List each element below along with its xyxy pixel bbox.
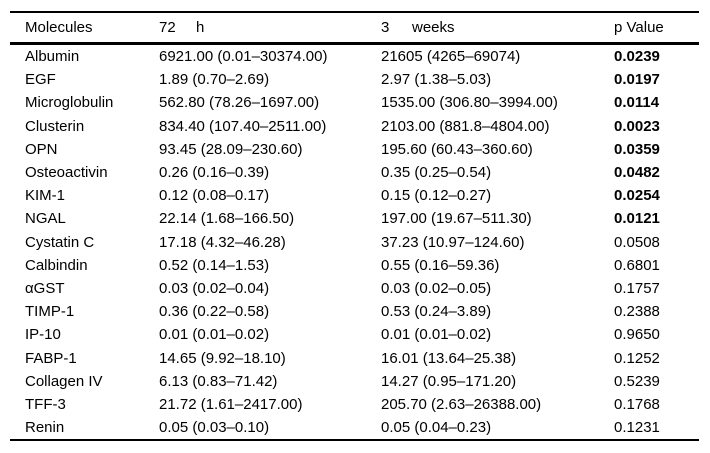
table-row: Calbindin 0.52 (0.14–1.53) 0.55 (0.16–59.3… bbox=[10, 254, 699, 277]
molecule-name-cell: FABP-1 bbox=[25, 349, 77, 367]
value-3weeks-cell: 2103.00 (881.8–4804.00) bbox=[381, 117, 550, 135]
header-row: Molecules 72 h 3 weeks p Value bbox=[10, 12, 699, 45]
value-3weeks-cell: 205.70 (2.63–26388.00) bbox=[381, 396, 542, 414]
p-value-cell: 0.0121 bbox=[614, 210, 660, 228]
value-3weeks-cell: 0.03 (0.02–0.05) bbox=[381, 280, 492, 298]
p-value-cell: 0.1252 bbox=[614, 349, 660, 367]
molecule-name-cell: Calbindin bbox=[25, 256, 88, 274]
value-72h-cell: 0.12 (0.08–0.17) bbox=[159, 187, 270, 205]
table-row: Cystatin C 17.18 (4.32–46.28) 37.23 (10.97… bbox=[10, 231, 699, 254]
molecule-name-cell: EGF bbox=[25, 71, 56, 89]
molecule-name-cell: TFF-3 bbox=[25, 396, 66, 414]
value-3weeks-cell: 0.01 (0.01–0.02) bbox=[381, 326, 492, 344]
molecule-name-cell: Microglobulin bbox=[25, 94, 114, 112]
value-72h-cell: 0.03 (0.02–0.04) bbox=[159, 280, 270, 298]
value-72h-cell: 21.72 (1.61–2417.00) bbox=[159, 396, 303, 414]
molecule-name-cell: Clusterin bbox=[25, 117, 85, 135]
column-header-3weeks: 3 weeks bbox=[366, 12, 599, 45]
table-row: Osteoactivin 0.26 (0.16–0.39) 0.35 (0.25–0… bbox=[10, 161, 699, 184]
p-value-cell: 0.0254 bbox=[614, 187, 660, 205]
value-3weeks-cell: 0.55 (0.16–59.36) bbox=[381, 256, 500, 274]
p-value-cell: 0.0508 bbox=[614, 233, 660, 251]
column-header-molecules: Molecules bbox=[10, 12, 144, 45]
molecule-name-cell: Cystatin C bbox=[25, 233, 95, 251]
value-3weeks-cell: 0.05 (0.04–0.23) bbox=[381, 419, 492, 437]
value-72h-cell: 1.89 (0.70–2.69) bbox=[159, 71, 270, 89]
value-3weeks-cell: 14.27 (0.95–171.20) bbox=[381, 372, 517, 390]
table-body: Albumin 6921.00 (0.01–30374.00) 21605 (426… bbox=[10, 44, 699, 441]
value-3weeks-cell: 2.97 (1.38–5.03) bbox=[381, 71, 492, 89]
table-row: NGAL 22.14 (1.68–166.50) 197.00 (19.67–511… bbox=[10, 207, 699, 230]
column-header-72h: 72 h bbox=[144, 12, 366, 45]
p-value-cell: 0.1757 bbox=[614, 280, 660, 298]
table-row: αGST 0.03 (0.02–0.04) 0.03 (0.02–0.05) 0.17… bbox=[10, 277, 699, 300]
column-header-3weeks-unit: weeks bbox=[412, 19, 455, 36]
value-3weeks-cell: 195.60 (60.43–360.60) bbox=[381, 140, 533, 158]
molecule-name-cell: Albumin bbox=[25, 48, 80, 65]
table-row: Clusterin 834.40 (107.40–2511.00) 2103.00 … bbox=[10, 115, 699, 138]
table-row: KIM-1 0.12 (0.08–0.17) 0.15 (0.12–0.27) 0.0… bbox=[10, 184, 699, 207]
table-row: Albumin 6921.00 (0.01–30374.00) 21605 (426… bbox=[10, 44, 699, 69]
value-3weeks-cell: 1535.00 (306.80–3994.00) bbox=[381, 94, 558, 112]
column-header-72h-value: 72 bbox=[159, 19, 176, 36]
value-3weeks-cell: 16.01 (13.64–25.38) bbox=[381, 349, 517, 367]
value-72h-cell: 14.65 (9.92–18.10) bbox=[159, 349, 286, 367]
p-value-cell: 0.0239 bbox=[614, 48, 660, 65]
value-72h-cell: 0.05 (0.03–0.10) bbox=[159, 419, 270, 437]
p-value-cell: 0.5239 bbox=[614, 372, 660, 390]
p-value-cell: 0.9650 bbox=[614, 326, 660, 344]
molecule-name-cell: KIM-1 bbox=[25, 187, 66, 205]
column-header-72h-unit: h bbox=[196, 19, 205, 36]
p-value-cell: 0.0482 bbox=[614, 164, 660, 182]
column-header-pvalue: p Value bbox=[599, 12, 699, 45]
table-header: Molecules 72 h 3 weeks p Value bbox=[10, 12, 699, 45]
table-row: Microglobulin 562.80 (78.26–1697.00) 1535.… bbox=[10, 91, 699, 114]
value-72h-cell: 562.80 (78.26–1697.00) bbox=[159, 94, 320, 112]
table-row: Collagen IV 6.13 (0.83–71.42) 14.27 (0.95–… bbox=[10, 370, 699, 393]
molecule-name-cell: NGAL bbox=[25, 210, 66, 228]
value-3weeks-cell: 0.15 (0.12–0.27) bbox=[381, 187, 492, 205]
p-value-cell: 0.2388 bbox=[614, 303, 660, 321]
molecule-comparison-table: Molecules 72 h 3 weeks p Value Albumin 6921… bbox=[10, 11, 699, 442]
p-value-cell: 0.0023 bbox=[614, 117, 660, 135]
value-72h-cell: 0.36 (0.22–0.58) bbox=[159, 303, 270, 321]
value-3weeks-cell: 197.00 (19.67–511.30) bbox=[381, 210, 532, 228]
molecule-name-cell: Renin bbox=[25, 419, 65, 437]
table-row: Renin 0.05 (0.03–0.10) 0.05 (0.04–0.23) 0.1… bbox=[10, 416, 699, 440]
molecule-name-cell: IP-10 bbox=[25, 326, 61, 344]
table-row: OPN 93.45 (28.09–230.60) 195.60 (60.43–360… bbox=[10, 138, 699, 161]
value-72h-cell: 6921.00 (0.01–30374.00) bbox=[159, 48, 328, 65]
molecule-name-cell: TIMP-1 bbox=[25, 303, 75, 321]
paper-table-container: Molecules 72 h 3 weeks p Value Albumin 6921… bbox=[10, 11, 699, 442]
value-3weeks-cell: 37.23 (10.97–124.60) bbox=[381, 233, 525, 251]
molecule-name-cell: Collagen IV bbox=[25, 372, 103, 390]
value-72h-cell: 0.01 (0.01–0.02) bbox=[159, 326, 270, 344]
p-value-cell: 0.6801 bbox=[614, 256, 660, 274]
p-value-cell: 0.0114 bbox=[614, 94, 660, 112]
p-value-cell: 0.1768 bbox=[614, 396, 660, 414]
value-72h-cell: 0.52 (0.14–1.53) bbox=[159, 256, 270, 274]
p-value-cell: 0.1231 bbox=[614, 419, 660, 437]
table-row: TFF-3 21.72 (1.61–2417.00) 205.70 (2.63–26… bbox=[10, 393, 699, 416]
value-3weeks-cell: 0.53 (0.24–3.89) bbox=[381, 303, 492, 321]
table-row: TIMP-1 0.36 (0.22–0.58) 0.53 (0.24–3.89) 0.… bbox=[10, 300, 699, 323]
p-value-cell: 0.0359 bbox=[614, 140, 660, 158]
value-72h-cell: 834.40 (107.40–2511.00) bbox=[159, 117, 327, 135]
column-header-3weeks-value: 3 bbox=[381, 19, 390, 36]
value-3weeks-cell: 21605 (4265–69074) bbox=[381, 48, 521, 65]
p-value-cell: 0.0197 bbox=[614, 71, 660, 89]
molecule-name-cell: Osteoactivin bbox=[25, 164, 108, 182]
value-72h-cell: 6.13 (0.83–71.42) bbox=[159, 372, 278, 390]
value-72h-cell: 22.14 (1.68–166.50) bbox=[159, 210, 295, 228]
value-72h-cell: 0.26 (0.16–0.39) bbox=[159, 164, 270, 182]
value-3weeks-cell: 0.35 (0.25–0.54) bbox=[381, 164, 492, 182]
table-row: EGF 1.89 (0.70–2.69) 2.97 (1.38–5.03) 0.019… bbox=[10, 68, 699, 91]
molecule-name-cell: OPN bbox=[25, 140, 58, 158]
value-72h-cell: 93.45 (28.09–230.60) bbox=[159, 140, 303, 158]
table-row: FABP-1 14.65 (9.92–18.10) 16.01 (13.64–25.… bbox=[10, 347, 699, 370]
table-row: IP-10 0.01 (0.01–0.02) 0.01 (0.01–0.02) 0.9… bbox=[10, 323, 699, 346]
molecule-name-cell: αGST bbox=[25, 280, 65, 298]
value-72h-cell: 17.18 (4.32–46.28) bbox=[159, 233, 286, 251]
